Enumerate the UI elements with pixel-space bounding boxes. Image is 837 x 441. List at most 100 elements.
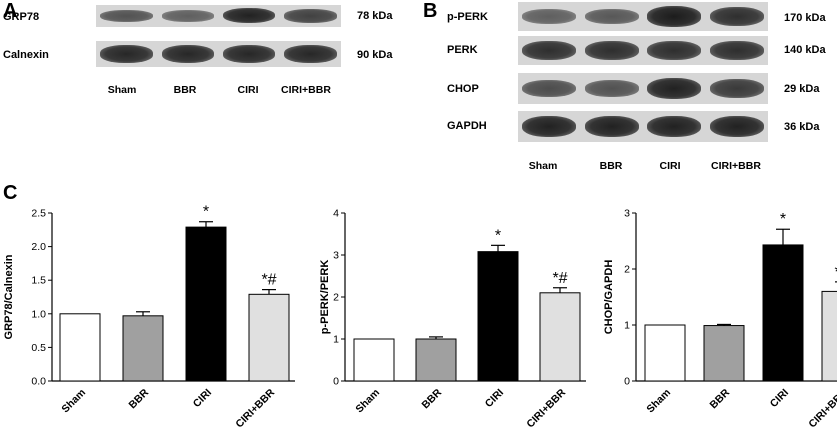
blot-band	[584, 8, 639, 25]
blot-band	[647, 115, 702, 138]
lane-label-b-bbr: BBR	[599, 160, 623, 172]
lane-label-b-sham: Sham	[528, 160, 558, 172]
x-tick-label: CIRI+BBR	[524, 386, 568, 430]
x-tick-label: CIRI	[191, 387, 214, 410]
x-tick-label: CIRI+BBR	[806, 386, 837, 430]
y-tick-label: 0	[624, 376, 630, 388]
lane-label-a-bbr: BBR	[173, 84, 197, 96]
kda-grp78: 78 kDa	[357, 10, 393, 22]
blot-band	[647, 77, 702, 100]
kda-calnexin: 90 kDa	[357, 49, 393, 61]
x-tick-label: Sham	[353, 387, 382, 416]
panel-letter-c: C	[3, 182, 18, 204]
kda-gapdh: 36 kDa	[784, 121, 820, 133]
y-tick-label: 2.0	[31, 241, 46, 253]
blot-band	[584, 41, 639, 60]
y-tick-label: 0.0	[31, 376, 46, 388]
panel-letter-b: B	[423, 0, 438, 22]
lane-label-a-ciri-bbr: CIRI+BBR	[281, 84, 331, 96]
bar	[185, 226, 227, 382]
y-tick-label: 1	[333, 334, 339, 346]
significance-marker: *	[495, 227, 501, 244]
bar	[59, 313, 101, 382]
lane-label-a-sham: Sham	[107, 84, 137, 96]
blot-band	[709, 7, 764, 26]
blot-band	[222, 45, 276, 63]
y-tick-label: 2.5	[31, 208, 46, 220]
blot-gapdh	[518, 111, 768, 142]
kda-chop: 29 kDa	[784, 83, 820, 95]
blot-band	[161, 10, 215, 22]
blot-label-perk: PERK	[447, 44, 478, 56]
x-tick-label: Sham	[644, 387, 673, 416]
blot-band	[709, 79, 764, 98]
bar	[821, 290, 837, 382]
significance-marker: *#	[552, 270, 567, 287]
blot-band	[100, 45, 153, 63]
bar	[539, 292, 581, 382]
blot-band	[584, 115, 639, 138]
lane-label-a-ciri: CIRI	[237, 84, 259, 96]
blot-chop	[518, 73, 768, 104]
blot-label-calnexin: Calnexin	[3, 49, 49, 61]
blot-band	[709, 41, 764, 60]
blot-grp78	[96, 5, 341, 27]
blot-calnexin	[96, 41, 341, 67]
x-tick-label: CIRI+BBR	[233, 386, 277, 430]
kda-perk: 140 kDa	[784, 44, 826, 56]
x-tick-label: BBR	[420, 386, 445, 411]
y-tick-label: 3	[624, 208, 630, 220]
blot-perk	[518, 36, 768, 65]
blot-band	[709, 115, 764, 138]
y-axis-label: CHOP/GAPDH	[603, 260, 615, 335]
panel-letter-a: A	[3, 0, 18, 22]
x-tick-label: Sham	[59, 387, 88, 416]
significance-marker: *	[780, 211, 786, 228]
significance-marker: *	[203, 204, 209, 221]
blot-band	[647, 41, 702, 60]
blot-band	[522, 115, 577, 138]
blot-band	[161, 45, 215, 63]
y-axis-label: GRP78/Calnexin	[3, 254, 15, 339]
blot-band	[222, 8, 276, 24]
y-tick-label: 3	[333, 250, 339, 262]
bar	[353, 338, 395, 382]
blot-label-gapdh: GAPDH	[447, 120, 487, 132]
bar	[703, 325, 745, 382]
blot-band	[522, 79, 577, 98]
y-tick-label: 2	[624, 264, 630, 276]
x-tick-label: CIRI	[768, 387, 791, 410]
blot-band	[100, 10, 153, 22]
bar	[477, 251, 519, 382]
significance-marker: *#	[261, 272, 276, 289]
kda-p-perk: 170 kDa	[784, 12, 826, 24]
blot-band	[647, 6, 702, 27]
y-tick-label: 4	[333, 208, 339, 220]
lane-label-b-ciri-bbr: CIRI+BBR	[711, 160, 761, 172]
y-tick-label: 1.0	[31, 308, 46, 320]
blot-label-grp78: GRP78	[3, 11, 40, 23]
bar	[415, 338, 457, 382]
lane-label-b-ciri: CIRI	[659, 160, 681, 172]
y-tick-label: 1	[624, 320, 630, 332]
y-tick-label: 1.5	[31, 275, 46, 287]
bar	[248, 293, 290, 382]
x-tick-label: BBR	[708, 386, 733, 411]
blot-band	[522, 9, 577, 24]
x-tick-label: CIRI	[483, 387, 506, 410]
bar	[644, 324, 686, 382]
bar	[122, 315, 164, 382]
blot-p-perk	[518, 2, 768, 31]
y-axis-label: p-PERK/PERK	[319, 260, 331, 335]
y-tick-label: 0	[333, 376, 339, 388]
blot-band	[284, 45, 337, 63]
blot-band	[522, 41, 577, 60]
y-tick-label: 2	[333, 292, 339, 304]
blot-label-p-perk: p-PERK	[447, 11, 488, 23]
y-tick-label: 0.5	[31, 342, 46, 354]
blot-band	[584, 80, 639, 97]
blot-label-chop: CHOP	[447, 83, 479, 95]
blot-band	[284, 9, 337, 23]
bar	[762, 244, 804, 382]
x-tick-label: BBR	[127, 386, 152, 411]
